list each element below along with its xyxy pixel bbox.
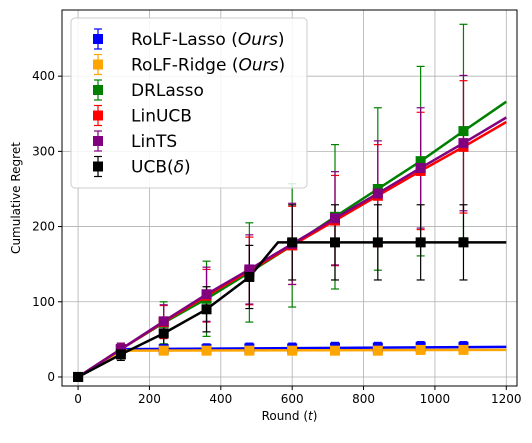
y-axis-label: Cumulative Regret xyxy=(9,142,23,254)
marker-lints xyxy=(158,316,169,327)
legend: RoLF-Lasso (Ours) RoLF-Ridge (Ours) DRLass… xyxy=(70,17,308,189)
marker-ucb xyxy=(415,237,426,248)
legend-entry-rolf-lasso-ours: RoLF-Lasso (Ours) xyxy=(93,28,285,50)
marker-ucb xyxy=(458,237,469,248)
legend-marker xyxy=(93,85,103,95)
marker-ucb xyxy=(244,271,255,282)
marker-lints xyxy=(415,162,426,173)
marker-rolf-ridge-ours xyxy=(415,344,426,355)
legend-entry-drlasso: DRLasso xyxy=(93,79,204,101)
legend-entry-rolf-ridge-ours: RoLF-Ridge (Ours) xyxy=(93,53,285,76)
legend-marker xyxy=(93,59,103,70)
plot-frame xyxy=(61,9,518,387)
marker-lints xyxy=(244,264,255,275)
legend-marker xyxy=(93,110,103,121)
marker-ucb xyxy=(372,237,383,248)
marker-rolf-ridge-ours xyxy=(330,345,340,356)
marker-ucb xyxy=(287,237,298,248)
marker-rolf-ridge-ours xyxy=(287,345,298,356)
marker-rolf-ridge-ours xyxy=(244,345,255,356)
x-tick-label: 600 xyxy=(281,392,304,406)
marker-drlasso xyxy=(415,156,426,167)
marker-lints xyxy=(330,213,340,224)
series-markers xyxy=(73,126,469,382)
y-tick-label: 400 xyxy=(32,69,55,83)
legend-label: LinUCB xyxy=(131,107,192,127)
y-tick-label: 0 xyxy=(47,370,55,384)
x-axis-label: Round (t) xyxy=(262,409,318,423)
legend-label: RoLF-Ridge (Ours) xyxy=(131,56,285,76)
x-tick-label: 1200 xyxy=(491,392,522,406)
marker-ucb xyxy=(330,237,340,248)
y-tick-label: 200 xyxy=(32,220,55,234)
x-tick-label: 1000 xyxy=(420,392,451,406)
marker-rolf-ridge-ours xyxy=(158,345,169,356)
marker-rolf-ridge-ours xyxy=(372,345,383,356)
x-tick-label: 800 xyxy=(352,392,375,406)
legend-entry-lints: LinTS xyxy=(93,130,177,152)
legend-box xyxy=(70,17,308,189)
legend-entry-ucb: UCB(δ) xyxy=(93,155,191,178)
marker-ucb xyxy=(115,349,126,360)
marker-lints xyxy=(458,138,469,149)
legend-label: UCB(δ) xyxy=(131,158,191,178)
legend-marker xyxy=(93,161,103,172)
legend-marker xyxy=(93,136,103,146)
x-tick-label: 200 xyxy=(138,392,161,406)
marker-ucb xyxy=(158,328,169,339)
marker-ucb xyxy=(201,304,212,315)
marker-drlasso xyxy=(458,126,469,137)
legend-label: RoLF-Lasso (Ours) xyxy=(131,30,285,50)
marker-lints xyxy=(201,289,212,300)
axis-ticks: 0 200 400 600 800 1000 1200 0 100 200 300 400 xyxy=(32,69,521,406)
y-tick-label: 300 xyxy=(32,144,55,158)
marker-rolf-ridge-ours xyxy=(201,345,212,356)
legend-label: DRLasso xyxy=(131,81,204,101)
marker-ucb xyxy=(73,371,84,382)
marker-lints xyxy=(372,188,383,199)
legend-label: LinTS xyxy=(131,132,177,152)
x-tick-label: 400 xyxy=(209,392,232,406)
x-tick-label: 0 xyxy=(74,392,82,406)
marker-rolf-ridge-ours xyxy=(458,344,469,355)
marker-lints xyxy=(115,344,126,355)
y-tick-label: 100 xyxy=(32,295,55,309)
legend-marker xyxy=(93,34,103,44)
legend-entry-linucb: LinUCB xyxy=(93,104,192,127)
